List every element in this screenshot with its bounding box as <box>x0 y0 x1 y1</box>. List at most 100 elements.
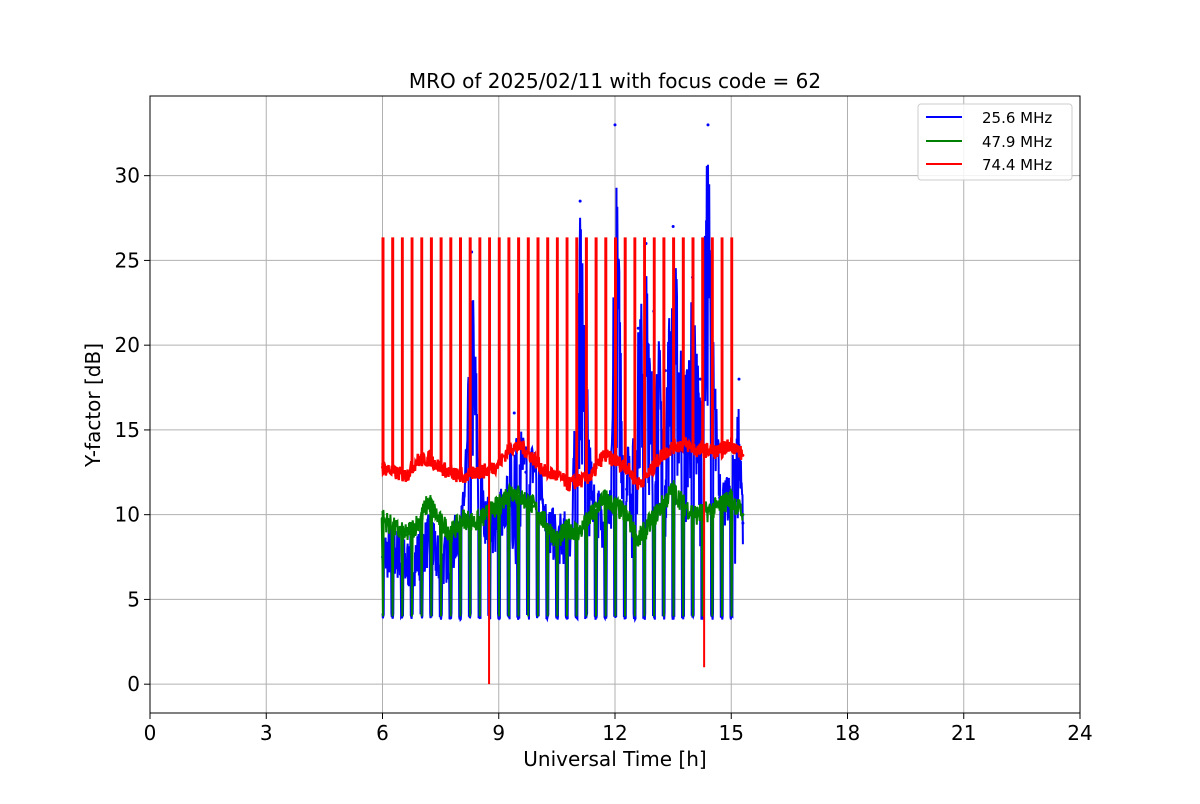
legend: 25.6 MHz 47.9 MHz 74.4 MHz <box>917 103 1073 181</box>
series-74-4-calibration-pulse <box>633 237 637 479</box>
series-74-4-calibration-pulse <box>459 237 462 477</box>
series-74-4-calibration-pulse <box>546 237 550 473</box>
series-74-4-calibration-pulse <box>410 237 414 469</box>
series-74-4-point <box>381 465 384 469</box>
series-25-6-point <box>415 555 419 559</box>
series-74-4-calibration-pulse <box>468 237 472 475</box>
series-74-4-calibration-pulse <box>652 237 656 467</box>
series-25-6-point <box>706 123 710 127</box>
series-47-9-calibration-dip <box>545 525 550 617</box>
series-47-9-point <box>450 530 454 534</box>
x-tick-label: 15 <box>719 721 744 745</box>
y-tick-label: 25 <box>115 248 140 272</box>
series-47-9-calibration-dip <box>603 499 608 617</box>
series-47-9-calibration-dip <box>516 494 521 617</box>
series-74-4-point <box>532 457 536 461</box>
series-47-9-point <box>381 516 384 520</box>
series-47-9-point <box>625 513 629 517</box>
series-74-4-calibration-pulse <box>449 237 453 473</box>
series-74-4-point <box>485 469 489 473</box>
series-47-9-point <box>660 504 663 508</box>
series-74-4-point <box>462 475 466 479</box>
series-25-6-point <box>512 411 516 415</box>
series-74-4-calibration-pulse <box>517 237 521 447</box>
series-74-4-calibration-pulse <box>730 237 734 444</box>
legend-label-74-4: 74.4 MHz <box>982 156 1052 174</box>
series-25-6-point <box>671 225 675 229</box>
series-25-6-point <box>609 513 613 517</box>
series-74-4-calibration-pulse <box>720 237 724 451</box>
series-74-4-calibration-pulse <box>614 237 617 461</box>
series-74-4-calibration-pulse <box>381 237 385 468</box>
series-74-4-calibration-pulse <box>681 237 685 445</box>
series-74-4-point <box>555 474 559 478</box>
series-74-4-point <box>439 465 443 469</box>
series-47-9-calibration-dip <box>506 492 511 617</box>
series-74-4-point <box>625 465 629 469</box>
series-74-4-calibration-pulse <box>710 237 714 451</box>
y-tick-label: 5 <box>127 587 140 611</box>
series-47-9-calibration-dip <box>448 530 453 617</box>
series-25-6-point <box>636 326 640 330</box>
series-47-9-calibration-dip <box>380 518 385 617</box>
series-74-4-point <box>543 470 547 474</box>
x-tick-label: 21 <box>951 721 976 745</box>
series-47-9-calibration-dip <box>409 529 414 617</box>
series-47-9-point <box>578 530 582 534</box>
series-47-9-calibration-dip <box>535 511 540 617</box>
series-74-4-calibration-pulse <box>672 237 676 447</box>
series-47-9-point <box>683 504 687 508</box>
series-74-4-calibration-pulse <box>536 237 540 464</box>
series-47-9-calibration-dip <box>622 513 627 617</box>
series-74-4-calibration-pulse <box>497 237 501 464</box>
series-74-4-point <box>578 479 582 483</box>
y-tick-label: 30 <box>115 164 140 188</box>
series-74-4-calibration-pulse <box>623 237 627 467</box>
series-74-4-calibration-pulse <box>429 237 433 461</box>
series-47-9-calibration-dip <box>642 531 647 617</box>
series-47-9-calibration-dip <box>429 504 434 617</box>
series-47-9-calibration-dip <box>467 520 472 617</box>
series-25-6-point <box>741 521 745 525</box>
series-74-4-calibration-pulse <box>478 237 482 472</box>
x-tick-label: 18 <box>835 721 860 745</box>
series-74-4-point <box>706 448 710 452</box>
series-47-9-calibration-dip <box>555 540 559 617</box>
y-axis-label: Y-factor [dB] <box>81 343 105 468</box>
series-74-4-calibration-pulse <box>662 237 666 454</box>
series-74-4-calibration-pulse <box>507 237 511 450</box>
x-tick-label: 0 <box>144 721 157 745</box>
series-74-4-point <box>601 453 605 457</box>
series-47-9-point <box>439 521 443 525</box>
series-74-4-point <box>427 457 431 461</box>
series-47-9-point <box>392 526 396 530</box>
series-74-4-point <box>392 470 396 474</box>
series-74-4-calibration-pulse <box>526 237 530 453</box>
series-74-4-calibration-pulse <box>555 237 559 476</box>
series-25-6-point <box>613 123 617 127</box>
series-74-4-point <box>520 445 524 449</box>
series-47-9-point <box>694 513 698 517</box>
series-47-9-point <box>590 513 594 517</box>
series-74-4-point <box>671 445 675 449</box>
series-47-9-calibration-dip <box>690 511 695 617</box>
series-47-9-point <box>601 496 605 500</box>
plot-lines <box>380 123 745 685</box>
series-47-9-point <box>555 538 559 542</box>
y-tick-label: 10 <box>115 503 140 527</box>
series-47-9-calibration-dip <box>661 503 666 617</box>
series-25-6-point <box>404 564 408 568</box>
series-47-9-point <box>497 504 501 508</box>
series-47-9-calibration-dip <box>390 526 395 617</box>
series-74-4-point <box>694 448 698 452</box>
series-47-9-point <box>741 513 745 517</box>
series-25-6-point <box>737 377 741 381</box>
series-74-4-point <box>660 453 663 457</box>
legend-box <box>917 103 1073 181</box>
series-74-4-calibration-pulse <box>400 237 404 475</box>
series-47-9-point <box>718 504 722 508</box>
y-tick-label: 20 <box>115 333 140 357</box>
series-47-9-calibration-dip <box>419 515 424 617</box>
series-74-4-calibration-pulse <box>575 237 579 482</box>
x-tick-label: 3 <box>260 721 273 745</box>
